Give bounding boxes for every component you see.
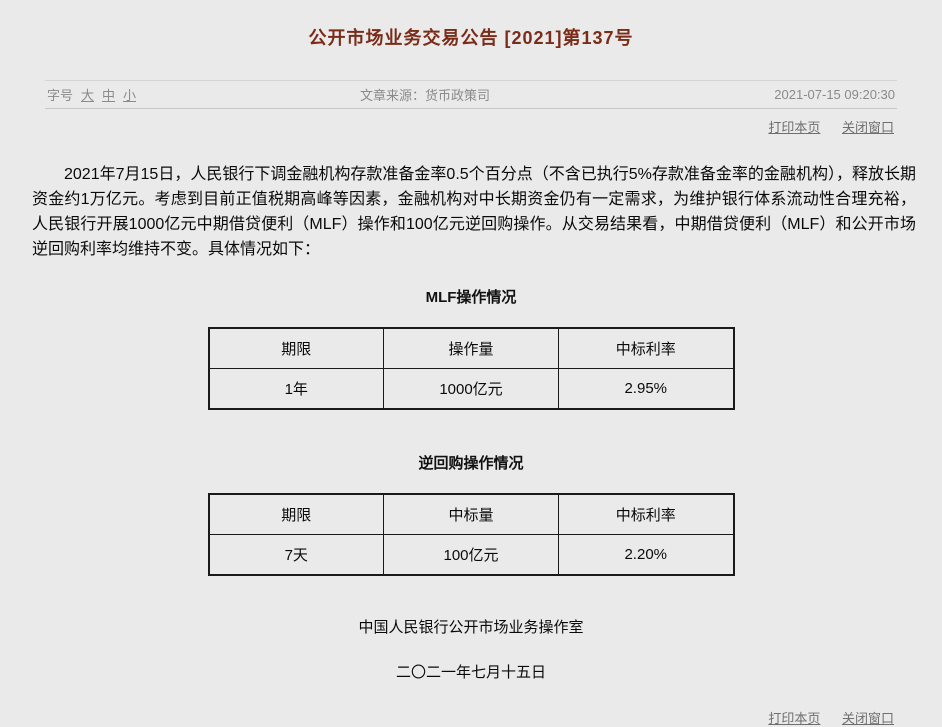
- meta-bar: 字号 大 中 小 文章来源：货币政策司 2021-07-15 09:20:30: [45, 80, 897, 109]
- close-window-link[interactable]: 关闭窗口: [841, 711, 894, 726]
- column-header-winning-volume: 中标量: [383, 493, 559, 535]
- font-size-label: 字号: [47, 88, 74, 103]
- table-row: 1年 1000亿元 2.95%: [208, 368, 734, 410]
- font-size-small-link[interactable]: 小: [123, 88, 137, 103]
- article-source: 文章来源：货币政策司: [360, 88, 491, 103]
- print-page-link[interactable]: 打印本页: [768, 711, 821, 726]
- close-window-link[interactable]: 关闭窗口: [841, 120, 894, 135]
- bottom-actions-row: 打印本页 关闭窗口: [0, 708, 894, 727]
- table-header-row: 期限 中标量 中标利率: [208, 493, 734, 535]
- mlf-section-heading: MLF操作情况: [425, 289, 517, 306]
- announcement-body-paragraph: 2021年7月15日，人民银行下调金融机构存款准备金率0.5个百分点（不含已执行…: [32, 166, 916, 258]
- publish-datetime: 2021-07-15 09:20:30: [774, 87, 895, 102]
- cell-term: 1年: [208, 368, 384, 410]
- top-actions-row: 打印本页 关闭窗口: [0, 117, 894, 136]
- reverse-repo-operations-table: 期限 中标量 中标利率 7天 100亿元 2.20%: [207, 493, 735, 576]
- cell-term: 7天: [208, 534, 384, 576]
- mlf-operations-table: 期限 操作量 中标利率 1年 1000亿元 2.95%: [207, 327, 735, 410]
- issuer-signature: 中国人民银行公开市场业务操作室: [358, 619, 584, 636]
- print-page-link[interactable]: 打印本页: [768, 120, 821, 135]
- column-header-winning-rate: 中标利率: [558, 493, 734, 535]
- cell-winning-volume: 100亿元: [383, 534, 559, 576]
- cell-operation-volume: 1000亿元: [383, 368, 559, 410]
- column-header-term: 期限: [208, 493, 384, 535]
- table-header-row: 期限 操作量 中标利率: [208, 327, 734, 369]
- column-header-term: 期限: [208, 327, 384, 369]
- cell-winning-rate: 2.95%: [558, 368, 734, 410]
- table-row: 7天 100亿元 2.20%: [208, 534, 734, 576]
- issue-date-chinese: 二〇二一年七月十五日: [395, 664, 546, 681]
- cell-winning-rate: 2.20%: [558, 534, 734, 576]
- font-size-medium-link[interactable]: 中: [102, 88, 116, 103]
- column-header-winning-rate: 中标利率: [558, 327, 734, 369]
- page-title: 公开市场业务交易公告 [2021]第137号: [308, 28, 634, 48]
- column-header-operation-volume: 操作量: [383, 327, 559, 369]
- font-size-large-link[interactable]: 大: [81, 88, 95, 103]
- announcement-page: 公开市场业务交易公告 [2021]第137号 字号 大 中 小 文章来源：货币政…: [0, 28, 916, 726]
- font-size-controls: 字号 大 中 小: [45, 85, 136, 104]
- reverse-repo-section-heading: 逆回购操作情况: [418, 455, 524, 472]
